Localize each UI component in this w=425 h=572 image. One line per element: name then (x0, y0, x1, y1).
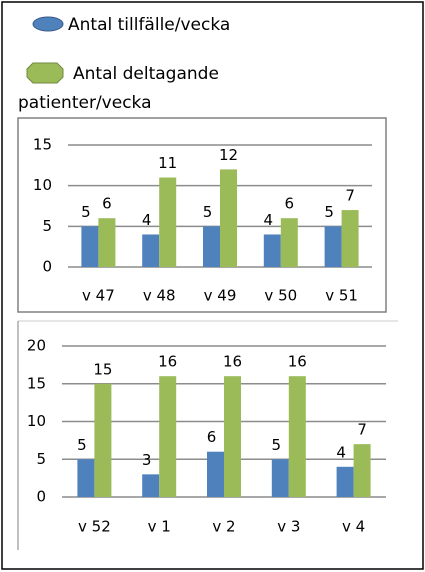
y-tick-label: 0 (36, 488, 46, 506)
x-tick-label: v 4 (342, 518, 365, 536)
bar (288, 376, 306, 497)
data-label: 4 (336, 443, 346, 461)
data-label: 6 (285, 195, 295, 213)
data-label: 3 (142, 451, 152, 469)
bar (341, 210, 359, 267)
chart-border (17, 117, 387, 313)
data-label: 7 (357, 421, 367, 439)
legend-label: Antal tillfälle/vecka (68, 15, 230, 35)
bar (142, 474, 160, 497)
bar (142, 234, 160, 267)
data-label: 16 (223, 353, 242, 371)
bar (220, 169, 237, 267)
data-label: 4 (142, 211, 152, 229)
data-label: 15 (93, 360, 112, 378)
bar (207, 451, 224, 497)
x-tick-label: v 49 (204, 287, 237, 305)
bar (94, 383, 112, 497)
data-label: 5 (77, 436, 87, 454)
bar (159, 177, 177, 267)
data-label: 7 (345, 187, 355, 205)
bar (271, 459, 289, 497)
bar (98, 218, 116, 267)
data-label: 6 (102, 195, 112, 213)
x-tick-label: v 3 (277, 518, 300, 536)
x-tick-label: v 2 (212, 518, 235, 536)
data-label: 11 (158, 154, 177, 172)
x-tick-label: v 48 (143, 287, 176, 305)
data-label: 12 (219, 146, 238, 164)
data-label: 5 (272, 436, 282, 454)
y-tick-label: 10 (33, 176, 52, 194)
x-tick-label: v 50 (264, 287, 297, 305)
bar (77, 459, 95, 497)
bar (159, 376, 177, 497)
y-tick-label: 15 (33, 136, 52, 154)
data-label: 16 (288, 353, 307, 371)
data-label: 5 (203, 203, 213, 221)
data-label: 6 (207, 428, 217, 446)
bar (203, 226, 220, 267)
bar (224, 376, 241, 497)
bar (263, 234, 281, 267)
bar (336, 466, 354, 497)
data-label: 16 (158, 353, 177, 371)
data-label: 5 (81, 203, 91, 221)
y-tick-label: 0 (42, 258, 52, 276)
y-tick-label: 20 (27, 337, 46, 355)
y-tick-label: 15 (27, 374, 46, 392)
x-tick-label: v 1 (148, 518, 171, 536)
x-tick-label: v 47 (82, 287, 115, 305)
legend-marker (32, 16, 64, 32)
x-tick-label: v 51 (325, 287, 358, 305)
data-label: 5 (324, 203, 334, 221)
x-tick-label: v 52 (78, 518, 111, 536)
bar (81, 226, 99, 267)
y-tick-label: 5 (42, 217, 52, 235)
legend-label: Antal deltagande patienter/vecka (18, 64, 219, 113)
y-tick-label: 5 (36, 450, 46, 468)
legend-marker (26, 62, 64, 84)
bar (324, 226, 342, 267)
y-tick-label: 10 (27, 412, 46, 430)
bar (280, 218, 298, 267)
data-label: 4 (264, 211, 274, 229)
bar (353, 444, 371, 497)
